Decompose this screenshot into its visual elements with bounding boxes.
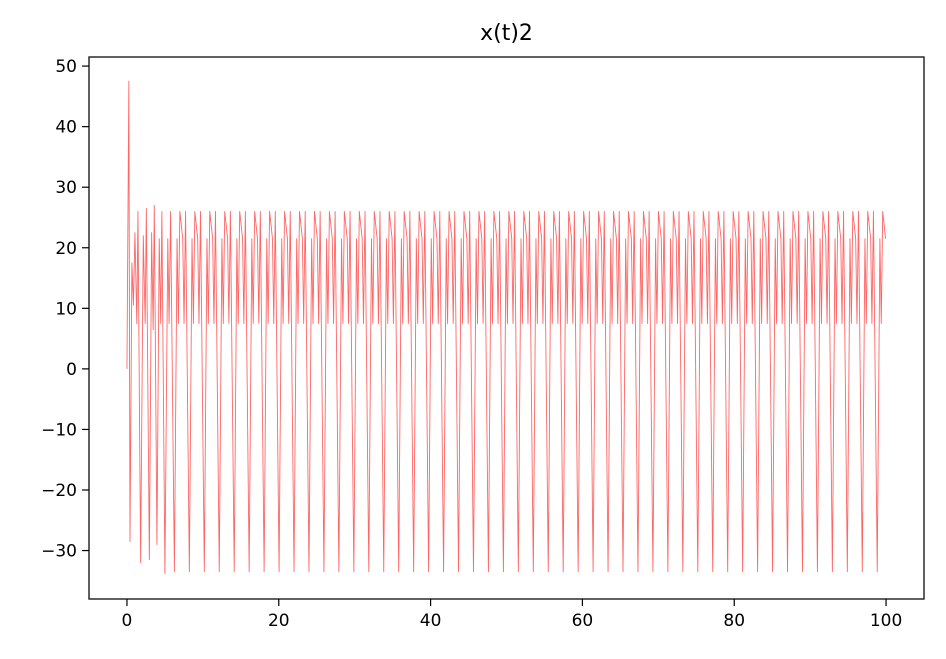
y-tick-label: 20 (55, 239, 77, 259)
y-tick-label: 50 (55, 57, 77, 77)
y-tick-label: 0 (66, 360, 77, 380)
y-axis: −30 −20 −10 0 10 20 30 40 50 (41, 57, 89, 562)
series-group (126, 80, 887, 575)
y-tick-label: −10 (41, 420, 77, 440)
x-tick-label: 20 (268, 611, 290, 631)
x-axis: 0 20 40 60 80 100 (122, 599, 902, 631)
y-tick-label: −30 (41, 542, 77, 562)
y-tick-label: 30 (55, 178, 77, 198)
axes-frame (88, 56, 925, 600)
chart-title: x(t)2 (480, 21, 533, 46)
x-tick-label: 40 (420, 611, 442, 631)
x-tick-label: 100 (870, 611, 902, 631)
y-tick-label: 10 (55, 299, 77, 319)
y-tick-label: 40 (55, 118, 77, 138)
y-tick-label: −20 (41, 481, 77, 501)
x-tick-label: 0 (122, 611, 133, 631)
x-tick-label: 80 (723, 611, 745, 631)
series-line-0 (126, 80, 887, 575)
x-tick-label: 60 (572, 611, 594, 631)
